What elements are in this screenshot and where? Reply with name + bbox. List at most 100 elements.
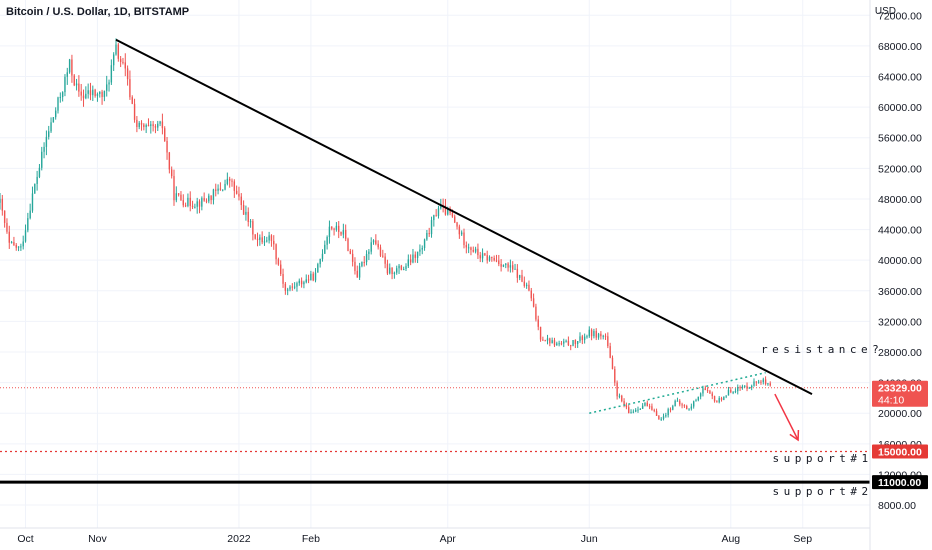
candle-body — [683, 405, 686, 407]
candle-body — [20, 246, 22, 248]
candle-body — [50, 122, 52, 132]
candle-body — [305, 279, 307, 283]
drawings[interactable] — [115, 38, 813, 442]
support2-price-tag: 11000.00 — [878, 477, 921, 489]
candle-body — [676, 400, 679, 402]
candle-body — [623, 401, 625, 406]
candle-body — [143, 124, 145, 128]
candle-body — [595, 330, 597, 338]
candle-body — [600, 333, 602, 337]
candle-body — [64, 76, 66, 93]
y-tick-label: 52000.00 — [878, 163, 922, 175]
candle-body — [41, 151, 43, 168]
candle-body — [386, 263, 389, 274]
candle-body — [451, 212, 454, 217]
candle-body — [681, 404, 683, 406]
candle-body — [210, 195, 212, 201]
candle-body — [361, 262, 363, 267]
candle-body — [590, 329, 593, 337]
candle-body — [426, 233, 428, 240]
candle-body — [108, 82, 110, 85]
candle-body — [718, 398, 720, 403]
candle-body — [477, 248, 479, 256]
candle-body — [460, 232, 463, 235]
candle-body — [43, 146, 45, 152]
candle-body — [124, 62, 126, 69]
candle-body — [22, 241, 24, 247]
candle-body — [370, 242, 372, 252]
candle-body — [702, 388, 704, 394]
candle-body — [630, 412, 632, 414]
candle-body — [570, 345, 572, 347]
candle-body — [563, 341, 565, 344]
candle-body — [421, 247, 423, 250]
candle-body — [695, 400, 697, 402]
candle-body — [727, 389, 730, 396]
candle-body — [296, 283, 298, 287]
candle-body — [293, 286, 296, 288]
y-tick-label: 68000.00 — [878, 41, 922, 53]
candle-body — [586, 336, 588, 338]
candle-body — [430, 220, 433, 235]
candle-body — [686, 405, 688, 410]
candle-body — [277, 259, 280, 265]
y-tick-label: 40000.00 — [878, 255, 922, 267]
candle-body — [48, 131, 50, 137]
candle-body — [312, 273, 314, 281]
candle-body — [725, 395, 727, 397]
y-tick-label: 44000.00 — [878, 225, 922, 237]
support1-price-tag: 15000.00 — [878, 446, 922, 458]
price-axis[interactable]: 8000.0012000.0016000.0020000.0024000.002… — [869, 0, 928, 550]
candle-body — [10, 242, 13, 244]
support1-price-tag-bg — [872, 444, 928, 459]
x-tick-label: Apr — [440, 533, 457, 545]
candle-body — [523, 281, 526, 286]
channel-line — [589, 371, 766, 414]
candle-body — [112, 54, 115, 66]
candle-body — [335, 225, 338, 230]
candle-body — [672, 406, 674, 410]
candle-body — [182, 200, 184, 206]
candle-body — [730, 389, 732, 393]
candle-body — [639, 408, 642, 410]
candle-body — [177, 193, 180, 195]
candle-body — [762, 379, 764, 383]
candle-body — [338, 225, 340, 232]
time-axis[interactable]: Oct Nov 2022 Feb Apr Jun Aug Sep — [0, 527, 870, 545]
candle-body — [356, 270, 358, 278]
candle-body — [535, 306, 537, 320]
candle-body — [699, 393, 702, 397]
candle-body — [29, 210, 31, 219]
candle-body — [136, 119, 138, 127]
candles[interactable] — [0, 38, 771, 421]
candle-body — [36, 176, 38, 184]
candle-body — [688, 408, 690, 410]
candle-body — [150, 124, 152, 126]
candle-body — [419, 249, 421, 252]
candle-body — [303, 282, 305, 285]
candle-body — [326, 237, 328, 245]
candle-body — [71, 59, 73, 76]
candle-body — [597, 333, 600, 338]
candle-body — [187, 197, 189, 206]
candle-body — [764, 379, 767, 384]
candle-body — [226, 178, 229, 184]
candle-body — [256, 238, 259, 240]
candle-body — [456, 222, 458, 227]
candle-body — [363, 262, 365, 264]
resistance-trendline — [115, 38, 813, 395]
candle-body — [435, 215, 437, 217]
candle-body — [291, 286, 294, 288]
candle-body — [669, 409, 672, 411]
candle-body — [261, 237, 263, 243]
candle-body — [662, 416, 665, 419]
candle-body — [757, 381, 760, 383]
candle-body — [17, 246, 20, 248]
y-tick-label: 64000.00 — [878, 72, 922, 84]
candle-body — [537, 319, 539, 327]
candle-body — [266, 240, 268, 242]
candle-body — [389, 267, 391, 274]
candle-body — [273, 240, 275, 245]
